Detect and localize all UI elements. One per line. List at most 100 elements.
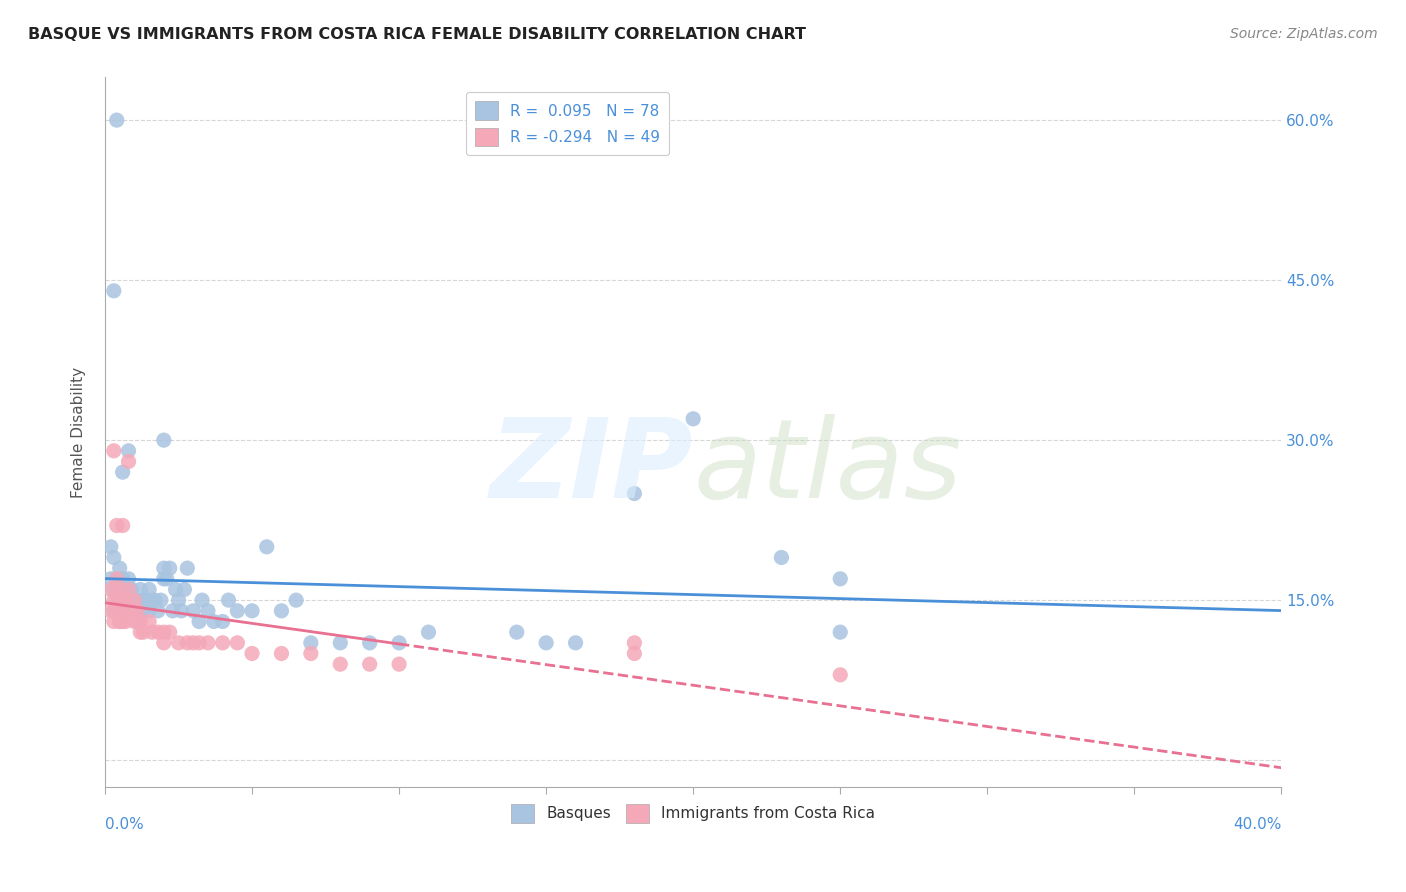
Point <box>359 636 381 650</box>
Point <box>388 636 411 650</box>
Point <box>146 604 169 618</box>
Point <box>176 636 198 650</box>
Text: ZIP: ZIP <box>489 414 693 521</box>
Point <box>114 582 136 597</box>
Text: atlas: atlas <box>693 414 962 521</box>
Point <box>105 518 128 533</box>
Point <box>830 572 852 586</box>
Point <box>359 657 381 672</box>
Point <box>418 625 440 640</box>
Point <box>114 604 136 618</box>
Point <box>197 636 219 650</box>
Point <box>285 593 308 607</box>
Point <box>108 561 131 575</box>
Point <box>830 668 852 682</box>
Point <box>153 433 176 447</box>
Point <box>329 636 352 650</box>
Point <box>156 572 179 586</box>
Point <box>153 636 176 650</box>
Point <box>117 604 139 618</box>
Point <box>218 593 240 607</box>
Point <box>108 615 131 629</box>
Point <box>117 604 139 618</box>
Point <box>105 572 128 586</box>
Point <box>120 582 142 597</box>
Point <box>124 615 146 629</box>
Legend: Basques, Immigrants from Costa Rica: Basques, Immigrants from Costa Rica <box>505 798 882 829</box>
Point <box>153 561 176 575</box>
Point <box>129 604 152 618</box>
Point <box>103 604 125 618</box>
Point <box>623 636 645 650</box>
Point <box>100 572 122 586</box>
Point <box>108 582 131 597</box>
Point <box>299 636 322 650</box>
Point <box>162 604 184 618</box>
Point <box>111 604 134 618</box>
Point <box>167 636 190 650</box>
Point <box>153 572 176 586</box>
Point <box>111 593 134 607</box>
Point <box>181 604 204 618</box>
Point <box>623 486 645 500</box>
Point <box>176 561 198 575</box>
Point <box>124 604 146 618</box>
Point <box>181 636 204 650</box>
Point <box>105 593 128 607</box>
Point <box>103 615 125 629</box>
Point <box>270 647 292 661</box>
Point <box>129 582 152 597</box>
Point <box>117 582 139 597</box>
Point <box>146 625 169 640</box>
Point <box>506 625 529 640</box>
Point <box>124 593 146 607</box>
Point <box>329 657 352 672</box>
Point <box>129 625 152 640</box>
Text: Source: ZipAtlas.com: Source: ZipAtlas.com <box>1230 27 1378 41</box>
Point <box>108 615 131 629</box>
Point <box>256 540 278 554</box>
Point <box>111 615 134 629</box>
Point <box>149 593 172 607</box>
Point <box>270 604 292 618</box>
Point <box>111 518 134 533</box>
Point <box>173 582 195 597</box>
Point <box>770 550 793 565</box>
Point <box>138 604 160 618</box>
Point <box>138 582 160 597</box>
Text: 0.0%: 0.0% <box>105 817 143 832</box>
Point <box>114 615 136 629</box>
Point <box>108 593 131 607</box>
Point <box>127 604 149 618</box>
Point <box>117 593 139 607</box>
Point <box>188 615 211 629</box>
Point <box>159 561 181 575</box>
Point <box>108 604 131 618</box>
Text: 40.0%: 40.0% <box>1233 817 1281 832</box>
Point <box>211 636 233 650</box>
Point <box>111 465 134 479</box>
Point <box>127 615 149 629</box>
Text: BASQUE VS IMMIGRANTS FROM COSTA RICA FEMALE DISABILITY CORRELATION CHART: BASQUE VS IMMIGRANTS FROM COSTA RICA FEM… <box>28 27 806 42</box>
Point <box>564 636 586 650</box>
Point <box>120 604 142 618</box>
Point <box>830 625 852 640</box>
Point <box>197 604 219 618</box>
Point <box>167 593 190 607</box>
Point <box>103 550 125 565</box>
Point <box>226 636 249 650</box>
Point <box>105 113 128 128</box>
Point <box>114 593 136 607</box>
Point <box>100 582 122 597</box>
Point <box>124 593 146 607</box>
Point <box>105 582 128 597</box>
Point <box>159 625 181 640</box>
Point <box>105 604 128 618</box>
Point <box>141 593 163 607</box>
Point <box>114 593 136 607</box>
Point <box>105 604 128 618</box>
Point <box>100 604 122 618</box>
Point <box>153 625 176 640</box>
Point <box>141 625 163 640</box>
Point <box>388 657 411 672</box>
